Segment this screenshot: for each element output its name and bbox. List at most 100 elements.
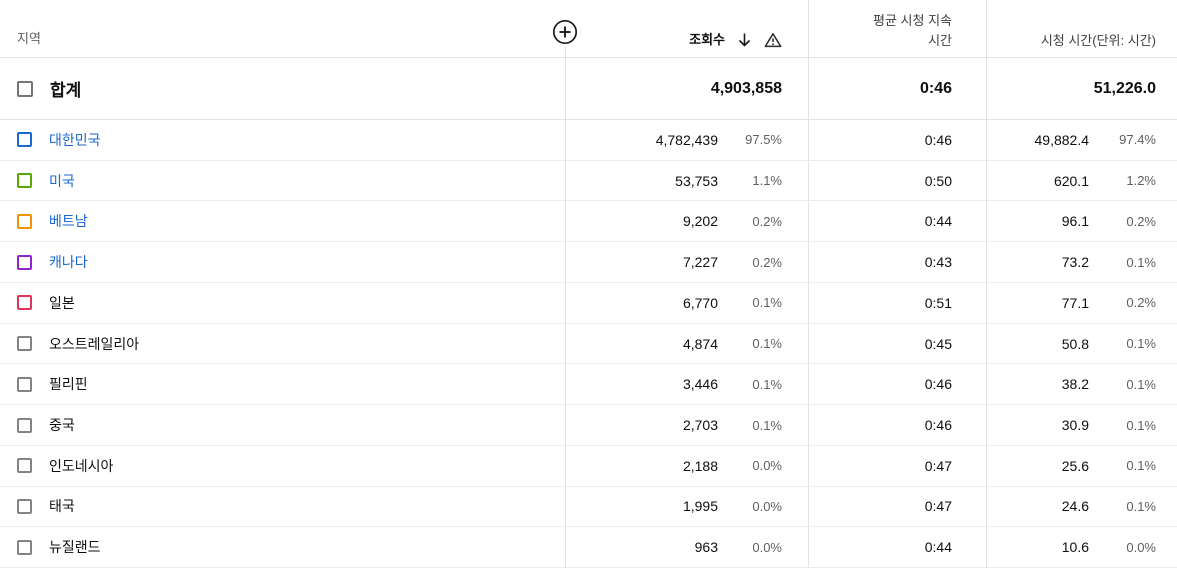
watch-hours-percent: 0.2% bbox=[1126, 213, 1156, 229]
row-label[interactable]: 뉴질랜드 bbox=[49, 539, 101, 556]
row-label[interactable]: 인도네시아 bbox=[49, 457, 114, 474]
sort-descending-icon bbox=[737, 32, 752, 48]
row-checkbox[interactable] bbox=[17, 132, 32, 148]
views-value: 4,782,439 bbox=[655, 131, 718, 148]
row-checkbox[interactable] bbox=[17, 213, 32, 229]
watch-hours-percent: 0.2% bbox=[1126, 295, 1156, 311]
views-percent: 0.1% bbox=[752, 417, 782, 433]
data-warning-icon[interactable] bbox=[764, 32, 782, 48]
watch-hours-percent: 97.4% bbox=[1119, 132, 1156, 148]
views-percent: 97.5% bbox=[745, 132, 782, 148]
table-row[interactable]: 대한민국 4,782,439 97.5% 0:46 49,882.4 97.4% bbox=[0, 120, 1177, 161]
watch-hours-percent: 0.1% bbox=[1126, 254, 1156, 270]
views-percent: 0.2% bbox=[752, 213, 782, 229]
row-checkbox[interactable] bbox=[17, 376, 32, 392]
plus-circle-icon bbox=[551, 18, 579, 46]
avg-duration-value: 0:45 bbox=[924, 335, 952, 352]
avg-duration-value: 0:46 bbox=[924, 131, 952, 148]
watch-hours-percent: 0.1% bbox=[1126, 498, 1156, 514]
watch-hours-value: 73.2 bbox=[1061, 254, 1089, 271]
column-header-watch-time[interactable]: 시청 시간(단위: 시간) bbox=[986, 0, 1177, 57]
row-checkbox[interactable] bbox=[17, 295, 32, 311]
views-percent: 0.1% bbox=[752, 336, 782, 352]
watch-hours-percent: 0.0% bbox=[1126, 539, 1156, 555]
views-value: 963 bbox=[694, 539, 718, 556]
watch-hours-percent: 0.1% bbox=[1126, 458, 1156, 474]
watch-hours-value: 10.6 bbox=[1061, 539, 1089, 556]
views-percent: 0.1% bbox=[752, 295, 782, 311]
views-percent: 0.0% bbox=[752, 539, 782, 555]
column-header-region: 지역 bbox=[17, 31, 41, 46]
views-header-label: 조회수 bbox=[689, 32, 725, 47]
table-row[interactable]: 베트남 9,202 0.2% 0:44 96.1 0.2% bbox=[0, 201, 1177, 243]
avg-duration-value: 0:46 bbox=[924, 417, 952, 433]
views-value: 9,202 bbox=[682, 213, 718, 230]
table-row[interactable]: 일본 6,770 0.1% 0:51 77.1 0.2% bbox=[0, 282, 1177, 324]
row-checkbox[interactable] bbox=[17, 173, 32, 189]
views-value: 2,703 bbox=[682, 417, 718, 433]
row-label[interactable]: 태국 bbox=[49, 498, 75, 515]
row-checkbox[interactable] bbox=[17, 417, 32, 433]
views-value: 4,874 bbox=[682, 335, 718, 352]
views-value: 3,446 bbox=[682, 376, 718, 393]
watch-hours-percent: 0.1% bbox=[1126, 376, 1156, 392]
column-header-avg-duration[interactable]: 평균 시청 지속 시간 bbox=[808, 0, 986, 57]
row-label[interactable]: 중국 bbox=[49, 417, 75, 433]
row-label[interactable]: 일본 bbox=[49, 294, 75, 311]
views-percent: 0.1% bbox=[752, 376, 782, 392]
views-value: 2,188 bbox=[682, 457, 718, 474]
views-value: 1,995 bbox=[682, 498, 718, 515]
row-label[interactable]: 캐나다 bbox=[49, 254, 88, 271]
views-percent: 1.1% bbox=[752, 173, 782, 189]
views-percent: 0.0% bbox=[752, 458, 782, 474]
views-value: 6,770 bbox=[682, 294, 718, 311]
total-avg-duration: 0:46 bbox=[808, 58, 986, 119]
total-row: 합계 4,903,858 0:46 51,226.0 bbox=[0, 58, 1177, 120]
views-value: 53,753 bbox=[675, 172, 718, 189]
watch-hours-value: 96.1 bbox=[1061, 213, 1089, 230]
table-row[interactable]: 중국 2,703 0.1% 0:46 30.9 0.1% bbox=[0, 405, 1177, 446]
add-metric-button[interactable] bbox=[551, 18, 579, 46]
row-checkbox[interactable] bbox=[17, 539, 32, 555]
row-checkbox[interactable] bbox=[17, 498, 32, 514]
row-label[interactable]: 오스트레일리아 bbox=[49, 335, 140, 352]
avg-duration-value: 0:46 bbox=[924, 376, 952, 393]
table-body: 대한민국 4,782,439 97.5% 0:46 49,882.4 97.4% 미… bbox=[0, 120, 1177, 568]
table-header-row: 지역 조회수 평균 시청 지속 시간 시청 시간(단위: 시간) bbox=[0, 0, 1177, 58]
table-row[interactable]: 오스트레일리아 4,874 0.1% 0:45 50.8 0.1% bbox=[0, 323, 1177, 365]
watch-hours-value: 620.1 bbox=[1053, 172, 1089, 189]
views-percent: 0.0% bbox=[752, 498, 782, 514]
watch-hours-value: 24.6 bbox=[1061, 498, 1089, 515]
table-row[interactable]: 태국 1,995 0.0% 0:47 24.6 0.1% bbox=[0, 486, 1177, 528]
row-checkbox[interactable] bbox=[17, 458, 32, 474]
total-views: 4,903,858 bbox=[565, 58, 808, 119]
row-label[interactable]: 대한민국 bbox=[49, 131, 101, 148]
views-value: 7,227 bbox=[682, 254, 718, 271]
watch-hours-value: 25.6 bbox=[1061, 457, 1089, 474]
avg-duration-value: 0:47 bbox=[924, 498, 952, 515]
table-row[interactable]: 인도네시아 2,188 0.0% 0:47 25.6 0.1% bbox=[0, 445, 1177, 487]
table-row[interactable]: 뉴질랜드 963 0.0% 0:44 10.6 0.0% bbox=[0, 527, 1177, 568]
table-row[interactable]: 미국 53,753 1.1% 0:50 620.1 1.2% bbox=[0, 160, 1177, 202]
avg-duration-value: 0:50 bbox=[924, 172, 952, 189]
avg-duration-value: 0:43 bbox=[924, 254, 952, 271]
avg-duration-value: 0:44 bbox=[924, 213, 952, 230]
total-label: 합계 bbox=[50, 81, 82, 100]
avg-duration-value: 0:51 bbox=[924, 294, 952, 311]
row-checkbox[interactable] bbox=[17, 336, 32, 352]
row-label[interactable]: 베트남 bbox=[49, 213, 88, 230]
watch-hours-percent: 0.1% bbox=[1126, 417, 1156, 433]
views-percent: 0.2% bbox=[752, 254, 782, 270]
watch-hours-percent: 0.1% bbox=[1126, 336, 1156, 352]
column-header-views[interactable]: 조회수 bbox=[565, 29, 808, 57]
total-watch-hours: 51,226.0 bbox=[986, 58, 1177, 119]
avg-duration-value: 0:44 bbox=[924, 539, 952, 556]
avg-duration-value: 0:47 bbox=[924, 457, 952, 474]
table-row[interactable]: 캐나다 7,227 0.2% 0:43 73.2 0.1% bbox=[0, 242, 1177, 283]
row-label[interactable]: 필리핀 bbox=[49, 376, 88, 393]
row-checkbox[interactable] bbox=[17, 254, 32, 270]
row-label[interactable]: 미국 bbox=[49, 172, 75, 189]
table-row[interactable]: 필리핀 3,446 0.1% 0:46 38.2 0.1% bbox=[0, 364, 1177, 406]
total-checkbox[interactable] bbox=[17, 80, 33, 97]
